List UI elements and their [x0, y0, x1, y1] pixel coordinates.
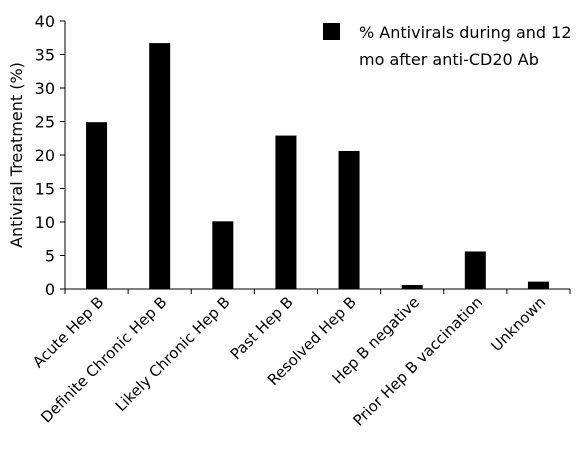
y-tick-label: 20: [35, 146, 55, 165]
y-axis-ticks: 0 5 10 15 20 25 30 35 40: [35, 12, 65, 299]
y-tick-label: 35: [35, 46, 55, 65]
y-tick-label: 0: [45, 280, 55, 299]
bar-past-hep-b: [275, 135, 297, 289]
x-axis-ticks: [64, 289, 571, 294]
bar-definite-chronic-hep-b: [149, 43, 171, 289]
y-axis-title: Antiviral Treatment (%): [7, 62, 26, 248]
x-category-label: Likely Chronic Hep B: [112, 293, 234, 415]
bar-resolved-hep-b: [338, 150, 360, 289]
y-tick-label: 15: [35, 180, 55, 199]
legend[interactable]: % Antivirals during and 12 mo after anti…: [323, 23, 572, 69]
bar-likely-chronic-hep-b: [212, 221, 234, 289]
y-tick-label: 5: [45, 247, 55, 266]
y-tick-label: 25: [35, 113, 55, 132]
bar-prior-hep-b-vaccination: [464, 251, 486, 289]
bar-hep-b-negative: [401, 284, 423, 289]
y-tick-label: 10: [35, 213, 55, 232]
legend-label-line-1: % Antivirals during and 12: [359, 23, 572, 42]
y-tick-label: 40: [35, 12, 55, 31]
x-category-label: Definite Chronic Hep B: [37, 293, 170, 426]
bar-acute-hep-b: [86, 122, 108, 289]
legend-swatch: [323, 23, 340, 40]
legend-label-line-2: mo after anti-CD20 Ab: [359, 50, 539, 69]
y-tick-label: 30: [35, 79, 55, 98]
x-category-label: Prior Hep B vaccination: [349, 293, 486, 430]
bars: [86, 43, 549, 289]
bar-unknown: [527, 281, 549, 289]
x-category-label: Unknown: [487, 293, 549, 355]
